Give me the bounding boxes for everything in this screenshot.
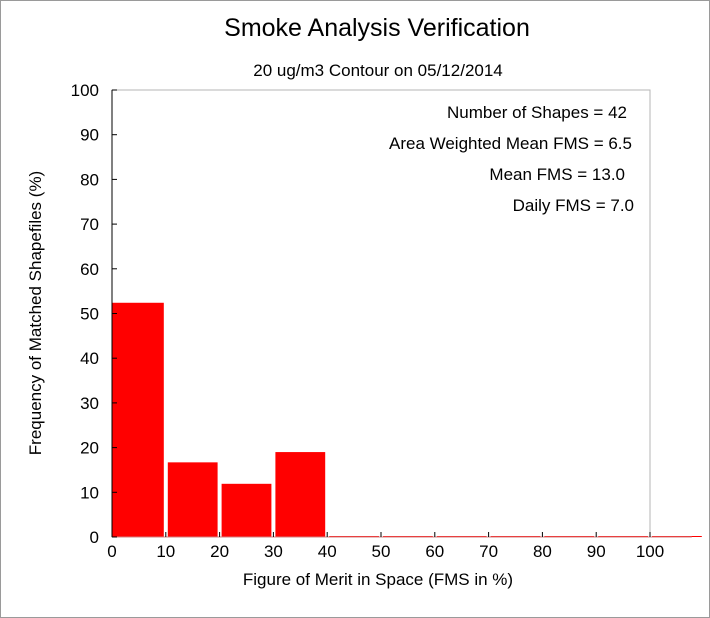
chart-title: Smoke Analysis Verification <box>224 14 530 42</box>
y-tick-label: 80 <box>80 170 99 189</box>
stat-annotation: Mean FMS = 13.0 <box>489 165 625 184</box>
x-tick-label: 100 <box>636 542 664 561</box>
x-tick-label: 90 <box>587 542 606 561</box>
bar <box>275 452 326 537</box>
x-tick-labels: 0 10 20 30 40 50 60 70 80 90 100 <box>107 532 664 561</box>
stat-annotation: Daily FMS = 7.0 <box>513 196 634 215</box>
x-tick-label: 40 <box>318 542 337 561</box>
stats-annotations: Number of Shapes = 42 Area Weighted Mean … <box>389 103 634 215</box>
x-tick-label: 20 <box>210 542 229 561</box>
y-tick-label: 90 <box>80 126 99 145</box>
x-tick-label: 50 <box>372 542 391 561</box>
y-axis-label: Frequency of Matched Shapefiles (%) <box>26 171 45 455</box>
y-tick-label: 10 <box>80 483 99 502</box>
y-tick-label: 50 <box>80 305 99 324</box>
y-tick-label: 30 <box>80 394 99 413</box>
x-axis-label: Figure of Merit in Space (FMS in %) <box>243 570 513 589</box>
x-tick-label: 30 <box>264 542 283 561</box>
chart-subtitle: 20 ug/m3 Contour on 05/12/2014 <box>253 61 503 80</box>
x-tick-label: 70 <box>479 542 498 561</box>
y-tick-label: 70 <box>80 215 99 234</box>
y-tick-label: 20 <box>80 439 99 458</box>
stat-annotation: Area Weighted Mean FMS = 6.5 <box>389 134 632 153</box>
y-tick-label: 100 <box>71 81 99 100</box>
y-tick-label: 60 <box>80 260 99 279</box>
bar <box>167 462 218 537</box>
x-tick-label: 80 <box>533 542 552 561</box>
bar <box>112 302 164 537</box>
x-tick-label: 60 <box>425 542 444 561</box>
y-tick-label: 0 <box>90 528 99 547</box>
stat-annotation: Number of Shapes = 42 <box>447 103 627 122</box>
bar <box>221 483 272 537</box>
y-tick-label: 40 <box>80 349 99 368</box>
y-tick-labels: 0 10 20 30 40 50 60 70 80 90 100 <box>71 81 117 547</box>
x-tick-label: 10 <box>156 542 175 561</box>
x-tick-label: 0 <box>107 542 116 561</box>
